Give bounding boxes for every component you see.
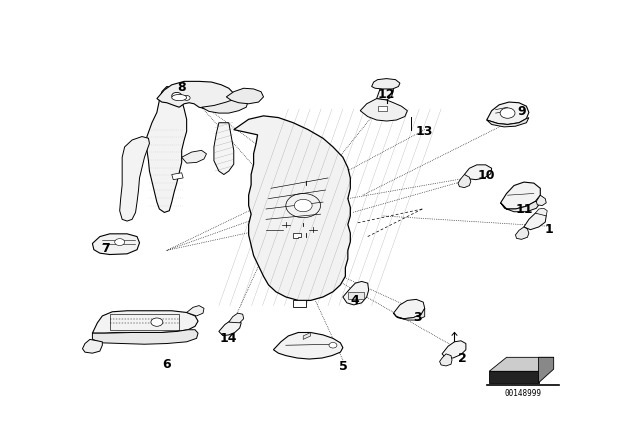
Polygon shape bbox=[394, 308, 425, 320]
Polygon shape bbox=[157, 82, 234, 109]
Polygon shape bbox=[120, 137, 150, 221]
Circle shape bbox=[183, 95, 190, 100]
Circle shape bbox=[115, 239, 125, 246]
Circle shape bbox=[500, 108, 515, 118]
Text: 00148999: 00148999 bbox=[504, 389, 541, 398]
Polygon shape bbox=[372, 78, 400, 89]
Text: 10: 10 bbox=[478, 169, 495, 182]
Polygon shape bbox=[147, 86, 187, 212]
Polygon shape bbox=[202, 97, 249, 113]
Polygon shape bbox=[92, 330, 198, 344]
Polygon shape bbox=[182, 151, 207, 163]
Text: 8: 8 bbox=[177, 81, 186, 94]
Circle shape bbox=[329, 342, 337, 348]
Polygon shape bbox=[489, 371, 538, 383]
Polygon shape bbox=[486, 117, 529, 127]
Polygon shape bbox=[489, 358, 554, 371]
Polygon shape bbox=[273, 332, 343, 359]
Polygon shape bbox=[360, 99, 408, 121]
Text: 13: 13 bbox=[416, 125, 433, 138]
Polygon shape bbox=[394, 299, 425, 319]
Polygon shape bbox=[229, 313, 244, 323]
Polygon shape bbox=[465, 165, 492, 180]
Polygon shape bbox=[343, 281, 369, 305]
Text: 4: 4 bbox=[351, 294, 360, 307]
Text: 5: 5 bbox=[339, 361, 348, 374]
Polygon shape bbox=[515, 227, 529, 239]
Polygon shape bbox=[172, 173, 183, 180]
Polygon shape bbox=[500, 202, 540, 212]
Circle shape bbox=[294, 199, 312, 212]
Polygon shape bbox=[214, 123, 234, 174]
Polygon shape bbox=[486, 102, 529, 125]
Circle shape bbox=[172, 92, 182, 99]
Circle shape bbox=[151, 318, 163, 326]
Polygon shape bbox=[293, 233, 301, 238]
Polygon shape bbox=[234, 116, 350, 301]
Polygon shape bbox=[92, 311, 198, 333]
Text: 3: 3 bbox=[413, 311, 422, 324]
Polygon shape bbox=[458, 174, 471, 188]
Text: 9: 9 bbox=[517, 105, 525, 118]
Text: 14: 14 bbox=[220, 332, 237, 345]
Text: 12: 12 bbox=[378, 88, 396, 101]
Polygon shape bbox=[538, 358, 554, 383]
Polygon shape bbox=[227, 88, 264, 104]
Text: 6: 6 bbox=[163, 358, 171, 371]
Text: 7: 7 bbox=[101, 242, 110, 255]
Polygon shape bbox=[348, 292, 364, 299]
Polygon shape bbox=[440, 354, 452, 366]
Polygon shape bbox=[219, 320, 241, 336]
Polygon shape bbox=[500, 182, 540, 209]
Polygon shape bbox=[524, 212, 547, 230]
Polygon shape bbox=[378, 106, 387, 111]
Polygon shape bbox=[535, 208, 547, 216]
Polygon shape bbox=[442, 341, 466, 358]
Polygon shape bbox=[187, 306, 204, 316]
Ellipse shape bbox=[172, 95, 187, 101]
Text: 1: 1 bbox=[545, 223, 553, 236]
Polygon shape bbox=[293, 301, 306, 307]
Polygon shape bbox=[303, 332, 310, 340]
Polygon shape bbox=[376, 84, 394, 100]
Text: 2: 2 bbox=[458, 352, 467, 365]
Polygon shape bbox=[92, 234, 140, 254]
Polygon shape bbox=[536, 195, 547, 206]
Circle shape bbox=[286, 194, 321, 218]
Polygon shape bbox=[83, 340, 102, 353]
Text: 11: 11 bbox=[515, 203, 532, 216]
